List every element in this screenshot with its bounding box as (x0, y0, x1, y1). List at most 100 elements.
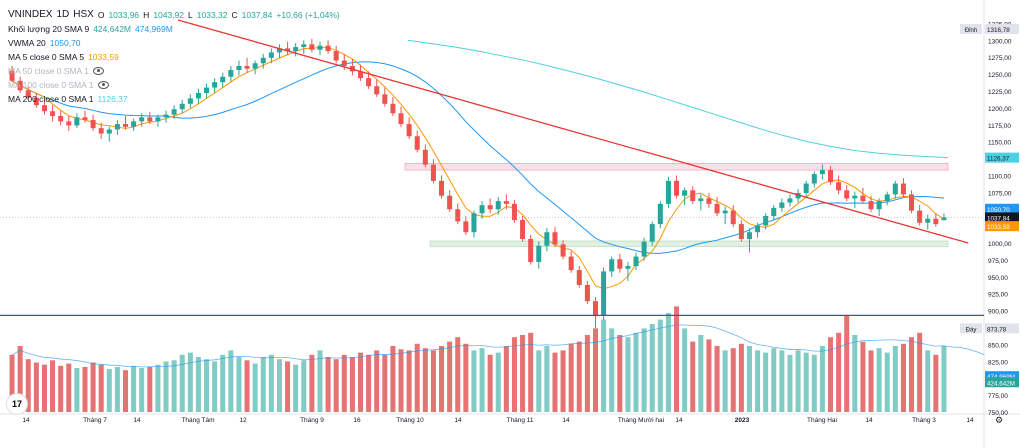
candle-body (933, 218, 939, 225)
indicator-vwma[interactable]: VWMA 20 1050,70 (8, 36, 340, 50)
candle-body (633, 256, 639, 267)
candle-body (625, 266, 631, 269)
price-tick-label: 850,00 (988, 342, 1008, 349)
price-tick-label: 1250,00 (988, 72, 1012, 79)
interval[interactable]: 1D (56, 9, 70, 20)
candle-body (106, 129, 112, 134)
indicator-ma5[interactable]: MA 5 close 0 SMA 5 1033,59 (8, 50, 340, 64)
time-tick-label: Tháng 3 (912, 417, 936, 424)
volume-bar (236, 357, 242, 412)
candle-body (139, 117, 145, 122)
candle-body (74, 117, 80, 126)
candle-body (50, 111, 56, 116)
volume-bar (171, 360, 177, 412)
volume-bar (422, 348, 428, 412)
volume-bar (212, 361, 218, 412)
eye-icon[interactable] (92, 67, 104, 75)
candle-body (147, 117, 153, 122)
price-tick-label: 1175,00 (988, 123, 1011, 130)
candle-body (552, 232, 558, 245)
candle-body (568, 256, 574, 271)
volume-bar (66, 363, 72, 412)
volume-bar (147, 366, 153, 412)
price-tick-label: 950,00 (988, 275, 1008, 282)
indicator-ma50[interactable]: MA 50 close 0 SMA 1 (8, 64, 340, 78)
price-badge (985, 212, 1019, 223)
price-tick-label: 1150,00 (988, 140, 1011, 147)
candle-body (58, 115, 64, 122)
exchange: HSX (73, 9, 94, 20)
candle-body (900, 183, 906, 195)
candle-body (293, 47, 299, 52)
gear-icon[interactable]: ⚙ (995, 416, 1003, 426)
volume-bar (382, 354, 388, 412)
volume-bar (90, 362, 96, 412)
indicator-label: VWMA 20 (8, 38, 46, 48)
eye-icon[interactable] (97, 81, 109, 89)
candle-body (212, 82, 218, 88)
candle-body (746, 232, 752, 239)
volume-bar (179, 354, 185, 412)
price-badge-label: 424,642M (987, 380, 1015, 387)
candle-body (357, 71, 364, 79)
volume-bar (357, 352, 364, 412)
time-tick-label: 2023 (735, 417, 750, 424)
volume-bar (301, 360, 307, 412)
price-axis[interactable]: 1325,001300,001275,001250,001225,001200,… (960, 21, 1019, 417)
volume-bar (495, 352, 501, 412)
symbol-row[interactable]: VNINDEX 1D HSX O 1033,96 H 1043,92 L 1033,3… (8, 8, 340, 22)
price-tick-label: 1000,00 (988, 241, 1012, 248)
candle-body (779, 202, 785, 208)
volume-bar (82, 366, 88, 412)
candle-body (430, 164, 436, 181)
volume-bar (633, 332, 639, 412)
candle-body (560, 244, 566, 257)
candle-body (844, 190, 850, 199)
volume-bar (592, 328, 599, 412)
volume-bar (487, 354, 493, 412)
volume-bar (827, 337, 834, 412)
volume-bar (892, 346, 898, 412)
candle-body (17, 80, 23, 91)
price-badge-label: 1037,84 (987, 215, 1010, 222)
volume-bar (657, 319, 663, 412)
volume-bar (706, 339, 712, 412)
symbol-name[interactable]: VNINDEX (8, 9, 53, 20)
candle-body (244, 65, 250, 69)
demand-zone (429, 240, 949, 247)
indicator-ma100[interactable]: MA 100 close 0 SMA 1 (8, 78, 340, 92)
price-badge (985, 221, 1019, 232)
volume-bar (447, 341, 453, 412)
volume-bar (366, 354, 372, 412)
volume-bar (917, 332, 923, 412)
volume-bar (568, 343, 574, 412)
candle-body (722, 210, 728, 214)
candle-body (795, 193, 801, 199)
volume-bars (9, 306, 985, 412)
candle-body (479, 205, 485, 214)
candle-body (730, 210, 736, 225)
volume-bar (503, 346, 509, 412)
indicator-ma200[interactable]: MA 200 close 0 SMA 1 1126,37 (8, 92, 340, 106)
candle-body (787, 198, 793, 203)
volume-bar (876, 348, 882, 412)
price-tick-label: 775,00 (988, 393, 1008, 400)
candle-body (665, 180, 671, 204)
volume-bar (698, 335, 704, 412)
candle-body (609, 259, 615, 272)
candle-body (471, 213, 477, 233)
candle-body (771, 207, 777, 216)
candle-body (738, 224, 744, 239)
change-value: +10,66 (+1,04%) (276, 10, 340, 20)
time-tick-label: 14 (966, 417, 974, 424)
close-value: 1037,84 (241, 10, 273, 20)
price-tick-label: 1075,00 (988, 190, 1012, 197)
tradingview-logo-icon[interactable]: 17 (6, 393, 28, 415)
high-label: H (143, 10, 150, 20)
time-axis[interactable]: 14 Tháng 7 14 Tháng Tám 12 Tháng 9 16 Tháng 10 1… (22, 416, 1003, 426)
volume-bar (520, 335, 526, 412)
extreme-label: Đáy (966, 327, 977, 333)
extreme-label-bg (960, 23, 982, 34)
indicator-volume[interactable]: Khối lượng 20 SMA 9 424,642M 474,969M (8, 22, 340, 36)
